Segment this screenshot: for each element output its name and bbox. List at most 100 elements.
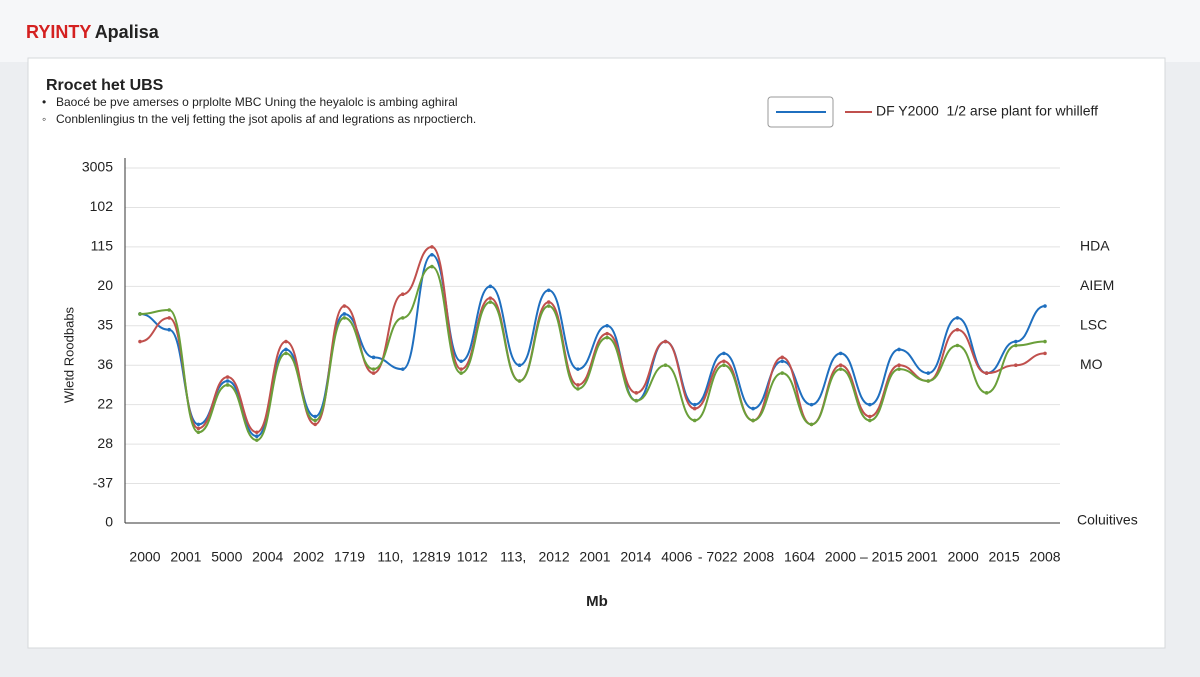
point [284,351,288,356]
header: RYINTY Apalisa [26,22,160,42]
bullet: ◦ [42,112,46,126]
point [605,331,609,336]
annotation: Coluitives [1077,512,1138,528]
x-tick-label: 12819 [412,549,451,565]
point [692,418,697,423]
chart-title: Rrocet het UBS [46,77,164,94]
point [400,316,405,320]
annotation: MO [1080,356,1103,372]
point [692,406,697,411]
point [400,367,405,371]
point [342,304,347,308]
point [897,347,901,352]
point [488,296,493,300]
point [430,252,434,257]
point [371,371,376,375]
point [371,355,376,360]
point [284,347,288,352]
y-tick-label: 20 [97,277,113,293]
point [313,418,317,423]
point [751,418,755,423]
point [722,351,726,356]
point [196,426,201,431]
point [546,288,551,293]
point [459,367,463,371]
point [692,402,697,407]
point [926,371,931,375]
header-bar [0,0,1200,62]
point [868,414,872,419]
annotation: HDA [1080,238,1110,254]
point [897,363,901,368]
x-tick-label: 2000 [129,549,160,565]
y-axis-label: Wletd Roodbabs [61,306,76,403]
point [926,379,931,383]
y-tick-label: 22 [97,395,113,411]
point [517,379,522,383]
point [780,355,785,360]
x-tick-label: 110, [377,549,403,565]
point [138,339,142,344]
x-tick-label: 113, [500,549,526,565]
point [546,300,551,304]
x-tick-label: 2000 [825,549,856,565]
y-tick-label: 115 [91,238,114,254]
point [576,367,580,371]
point [488,300,493,304]
point [955,316,960,320]
x-tick-label: 4006 [661,549,692,565]
point [371,367,376,371]
point [225,375,230,379]
y-tick-label: 35 [97,316,113,332]
point [605,323,609,328]
x-tick-label: - 7022 [698,549,738,565]
point [225,379,230,383]
point [1043,339,1047,344]
point [751,406,755,411]
point [780,371,785,375]
x-tick-label: 2002 [293,549,324,565]
point [984,391,989,395]
point [722,363,726,368]
point [984,371,989,375]
subtitle: Baocé be pve amerses o prplolte MBC Uni… [56,95,458,109]
point [196,430,201,435]
point [955,343,960,348]
legend-label: DF Y2000 1/2 arse plant for whilleff [876,103,1098,119]
y-tick-label: 3005 [82,159,113,175]
point [342,316,347,320]
point [1014,339,1018,344]
y-tick-label: 0 [105,514,113,530]
x-tick-label: 2004 [252,549,283,565]
annotation: LSC [1080,316,1107,332]
x-tick-label: 5000 [211,549,242,565]
point [196,422,201,427]
point [167,327,171,332]
point [868,418,872,423]
series-line [139,253,1046,438]
x-tick-label: 2000 [948,549,979,565]
point [809,422,814,427]
point [284,339,288,344]
x-tick-label: 2001 [579,549,610,565]
point [488,284,493,289]
point [1014,363,1018,368]
point [430,264,434,269]
point [1043,304,1047,308]
x-tick-label: 1604 [784,549,815,565]
point [722,359,726,364]
point [780,359,785,364]
x-tick-label: 2014 [620,549,651,565]
point [605,335,609,340]
y-tick-label: -37 [93,474,113,490]
x-tick-label: 2008 [743,549,774,565]
x-tick-label: 2015 [989,549,1020,565]
x-tick-label: 2001 [170,549,201,565]
y-tick-label: 28 [97,435,113,451]
point [897,367,901,371]
point [838,351,843,356]
point [576,383,580,387]
point [663,363,668,368]
